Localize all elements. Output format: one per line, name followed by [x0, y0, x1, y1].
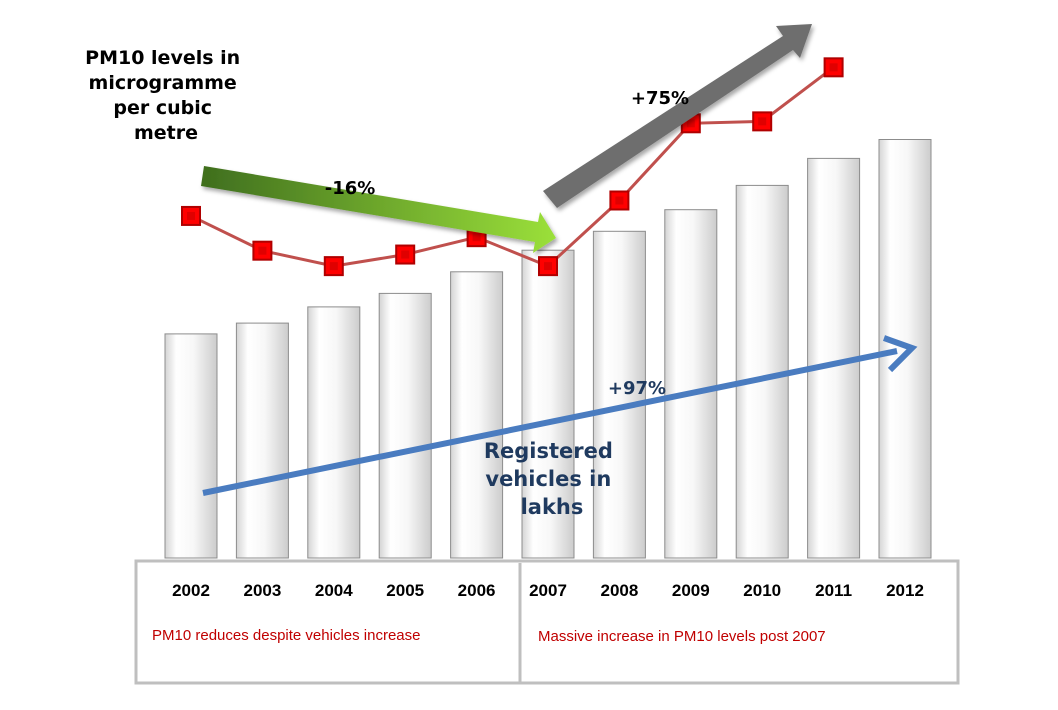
year-label: 2009	[672, 581, 710, 600]
vehicles-pct-label: +97%	[608, 378, 666, 399]
vehicle-bars	[164, 139, 932, 559]
pm10-point-core	[829, 63, 838, 72]
vehicle-bar	[521, 249, 575, 559]
year-label: 2005	[386, 581, 424, 600]
year-label: 2002	[172, 581, 210, 600]
year-label: 2012	[886, 581, 924, 600]
pm10-point-core	[615, 196, 624, 205]
year-label: 2011	[815, 581, 852, 600]
pm10-point-core	[686, 119, 695, 128]
note-left: PM10 reduces despite vehicles increase	[152, 627, 420, 644]
year-label: 2004	[315, 581, 353, 600]
year-label: 2003	[243, 581, 281, 600]
vehicle-bar	[164, 333, 218, 559]
pm10-point-core	[544, 262, 552, 271]
increase-label: +75%	[631, 88, 689, 109]
year-label: 2006	[458, 581, 496, 600]
note-right: Massive increase in PM10 levels post 200…	[538, 628, 826, 645]
year-table-frame	[134, 559, 960, 685]
year-label: 2010	[743, 581, 781, 600]
vehicle-bar	[878, 139, 932, 559]
pm10-point-core	[758, 117, 767, 126]
vehicle-bar	[592, 230, 646, 559]
pm10-series-line	[190, 66, 835, 268]
vehicle-bar	[735, 184, 789, 559]
year-label: 2008	[600, 581, 638, 600]
vehicle-bar	[307, 306, 361, 559]
pm10-point-core	[401, 250, 410, 259]
vehicle-bar	[664, 209, 718, 559]
vehicle-bar	[235, 322, 289, 559]
year-labels: 2002 2003 2004 2005 2006 2007 2008 2009 2010 2011…	[172, 581, 924, 600]
vehicle-bar	[378, 292, 432, 559]
year-label: 2007	[529, 581, 567, 600]
decrease-label: -16%	[325, 178, 376, 199]
vehicles-label: Registered vehicles in lakhs	[484, 439, 620, 519]
increase-arrow	[543, 24, 812, 208]
pm10-point-core	[187, 211, 195, 220]
pm10-point-core	[472, 233, 481, 242]
pm10-point-core	[258, 246, 267, 255]
pm10-line	[181, 57, 844, 277]
vehicles-trend-arrow	[202, 335, 918, 496]
pm10-point-core	[329, 262, 338, 271]
decrease-arrow	[201, 166, 556, 253]
pm10-title: PM10 levels in microgramme per cubic met…	[85, 47, 247, 144]
vehicle-bar	[450, 271, 504, 559]
